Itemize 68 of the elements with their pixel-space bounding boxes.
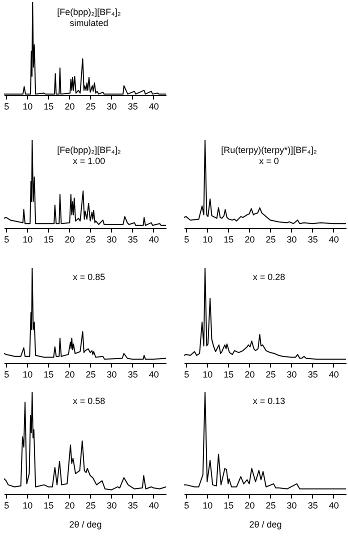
x-tick-label: 30 xyxy=(286,234,297,244)
x-tick-label: 25 xyxy=(266,234,276,244)
x-axis-title: 2θ / deg xyxy=(69,520,102,530)
x-tick-label: 10 xyxy=(22,234,33,244)
x-tick-label: 10 xyxy=(202,234,213,244)
text: simulated xyxy=(70,18,108,28)
x-tick-label: 10 xyxy=(202,500,213,510)
x-tick-label: 10 xyxy=(202,370,213,380)
x-tick-label: 20 xyxy=(244,234,255,244)
x-tick-label: 5 xyxy=(4,500,10,510)
x-tick-label: 30 xyxy=(286,500,297,510)
x-tick-label: 35 xyxy=(308,370,318,380)
text: x = 1.00 xyxy=(72,156,106,166)
x-tick-label: 15 xyxy=(44,500,54,510)
x-tick-label: 35 xyxy=(128,234,138,244)
x-tick-label: 25 xyxy=(86,234,96,244)
chart-title: x = 0.85 xyxy=(72,272,106,282)
x-tick-label: 40 xyxy=(148,234,159,244)
x-tick-label: 30 xyxy=(106,370,117,380)
x-tick-label: 20 xyxy=(64,370,75,380)
x-tick-label: 35 xyxy=(308,500,318,510)
x-tick-label: 5 xyxy=(4,102,10,112)
chart-title: x = 0.28 xyxy=(252,272,286,282)
x-tick-label: 5 xyxy=(4,234,10,244)
x-tick-label: 10 xyxy=(22,500,33,510)
x-tick-label: 35 xyxy=(308,234,318,244)
x-tick-label: 30 xyxy=(106,102,117,112)
x-tick-label: 15 xyxy=(224,500,234,510)
x-tick-label: 15 xyxy=(224,234,234,244)
x-tick-label: 35 xyxy=(128,102,138,112)
x-tick-label: 25 xyxy=(86,370,96,380)
x-tick-label: 40 xyxy=(148,500,159,510)
x-tick-label: 20 xyxy=(244,500,255,510)
x-tick-label: 40 xyxy=(328,370,339,380)
chart-title: x = 0.58 xyxy=(72,396,106,406)
x-tick-label: 10 xyxy=(22,102,33,112)
chart-title: x = 0.13 xyxy=(252,396,286,406)
x-tick-label: 15 xyxy=(44,234,54,244)
x-tick-label: 40 xyxy=(148,102,159,112)
x-tick-label: 30 xyxy=(106,500,117,510)
x-tick-label: 40 xyxy=(328,234,339,244)
x-tick-label: 10 xyxy=(22,370,33,380)
x-tick-label: 25 xyxy=(86,500,96,510)
x-tick-label: 30 xyxy=(286,370,297,380)
x-tick-label: 5 xyxy=(4,370,10,380)
x-tick-label: 25 xyxy=(266,500,276,510)
x-tick-label: 20 xyxy=(244,370,255,380)
x-tick-label: 15 xyxy=(224,370,234,380)
x-tick-label: 25 xyxy=(86,102,96,112)
x-tick-label: 5 xyxy=(184,234,190,244)
x-tick-label: 35 xyxy=(128,370,138,380)
text: x = 0 xyxy=(259,156,279,166)
x-tick-label: 5 xyxy=(184,370,190,380)
x-tick-label: 40 xyxy=(328,500,339,510)
x-tick-label: 35 xyxy=(128,500,138,510)
text: [Fe(bpp)₂][BF₄]₂ xyxy=(57,145,122,155)
x-tick-label: 15 xyxy=(44,102,54,112)
x-tick-label: 5 xyxy=(184,500,190,510)
x-tick-label: 15 xyxy=(44,370,54,380)
x-tick-label: 40 xyxy=(148,370,159,380)
x-tick-label: 20 xyxy=(64,500,75,510)
text: [Ru(terpy)(terpy*)][BF₄]₂ xyxy=(221,145,318,155)
x-tick-label: 20 xyxy=(64,234,75,244)
x-axis-title: 2θ / deg xyxy=(249,520,282,530)
x-tick-label: 20 xyxy=(64,102,75,112)
x-tick-label: 25 xyxy=(266,370,276,380)
x-tick-label: 30 xyxy=(106,234,117,244)
text: [Fe(bpp)₂][BF₄]₂ xyxy=(57,7,122,17)
